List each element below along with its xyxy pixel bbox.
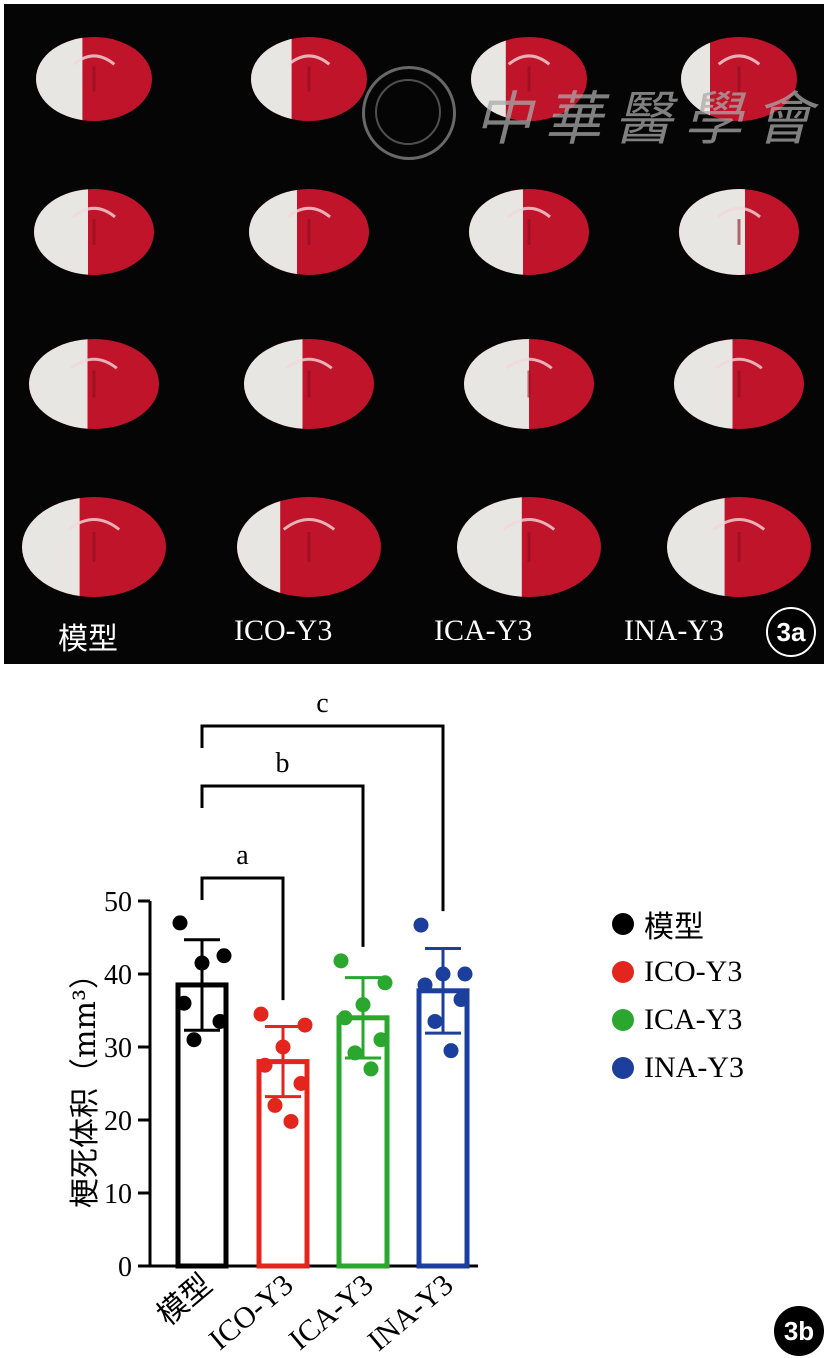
data-point: [333, 953, 349, 969]
data-point: [363, 1061, 379, 1077]
group-label-ico: ICO-Y3: [234, 614, 333, 647]
data-point: [216, 948, 232, 964]
brain-slice: [251, 37, 367, 121]
brain-slice-photo-panel: 中華醫學會 模型 ICO-Y3 ICA-Y3 INA-Y3: [4, 4, 824, 664]
x-tick-label: ICO-Y3: [203, 1268, 300, 1356]
data-point: [347, 1045, 363, 1061]
data-point: [267, 1097, 283, 1113]
legend-marker: [612, 913, 634, 935]
group-label-ina: INA-Y3: [624, 614, 724, 647]
chart-legend: 模型 ICO-Y3 ICA-Y3 INA-Y3: [612, 900, 744, 1092]
significance-label: c: [316, 688, 328, 719]
group-label-ica: ICA-Y3: [434, 614, 533, 647]
x-tick-label: 模型: [151, 1268, 218, 1332]
brain-slice: [22, 497, 166, 597]
legend-marker: [612, 1057, 634, 1079]
data-point: [257, 1057, 273, 1073]
data-point: [275, 1039, 291, 1055]
legend-label: ICA-Y3: [644, 1003, 743, 1036]
legend-item: 模型: [612, 900, 744, 948]
brain-slice: [679, 189, 799, 275]
significance-label: a: [236, 840, 249, 871]
brain-slice: [464, 339, 594, 429]
brain-slice: [36, 37, 152, 121]
significance-bracket: [200, 724, 445, 912]
y-tick-label: 30: [104, 1033, 132, 1064]
watermark-text: 中華醫學會: [474, 85, 824, 153]
group-label-model: 模型: [58, 623, 118, 656]
panel-badge-3a: 3a: [766, 607, 816, 657]
brain-slice: [249, 189, 369, 275]
brain-slice: [457, 497, 601, 597]
y-tick-label: 40: [104, 960, 132, 991]
brain-slice: [34, 189, 154, 275]
significance-label: b: [276, 748, 290, 779]
brain-slice: [244, 339, 374, 429]
data-point: [172, 915, 188, 931]
data-point: [417, 977, 433, 993]
data-point: [297, 1017, 313, 1033]
x-tick-label: ICA-Y3: [283, 1268, 380, 1356]
data-point: [435, 966, 451, 982]
brain-slice: [469, 189, 589, 275]
legend-label: INA-Y3: [644, 1051, 744, 1084]
data-point: [377, 975, 393, 991]
legend-marker: [612, 961, 634, 983]
legend-item: ICO-Y3: [612, 948, 744, 996]
significance-bracket: [200, 784, 365, 947]
legend-item: INA-Y3: [612, 1044, 744, 1092]
brain-slice: [471, 37, 587, 121]
y-tick-label: 10: [104, 1179, 132, 1210]
data-point: [457, 966, 473, 982]
data-point: [443, 1043, 459, 1059]
brain-slice: [674, 339, 804, 429]
data-point: [253, 1006, 269, 1022]
data-point: [293, 1076, 309, 1091]
brain-slice: [667, 497, 811, 597]
legend-marker: [612, 1009, 634, 1031]
data-point: [337, 1010, 353, 1026]
data-point: [283, 1113, 299, 1129]
y-tick-label: 50: [104, 887, 132, 918]
data-point: [212, 1013, 228, 1029]
panel-badge-3b: 3b: [774, 1306, 824, 1356]
data-point: [453, 992, 469, 1008]
significance-bracket: [200, 876, 285, 1001]
data-point: [355, 997, 371, 1013]
watermark-seal: [362, 66, 456, 160]
infarct-volume-chart: 0 10 20 30 40 50 梗死体积（mm³） 模型ICO-Y3ICA-Y3INA-Y3…: [68, 688, 478, 1358]
x-tick-label: INA-Y3: [362, 1268, 460, 1358]
legend-label: ICO-Y3: [644, 955, 743, 988]
legend-label: 模型: [644, 911, 704, 944]
y-axis-label: 梗死体积（mm³）: [68, 959, 103, 1208]
data-point: [427, 1013, 443, 1029]
brain-slice: [237, 497, 381, 597]
brain-slices-image: [22, 37, 811, 597]
y-tick-label: 20: [104, 1106, 132, 1137]
data-point: [413, 917, 429, 933]
data-point: [194, 955, 210, 971]
data-point: [186, 1032, 202, 1048]
brain-slice: [29, 339, 159, 429]
legend-item: ICA-Y3: [612, 996, 744, 1044]
data-point: [176, 995, 192, 1011]
data-point: [373, 1032, 389, 1048]
y-tick-label: 0: [118, 1252, 132, 1283]
